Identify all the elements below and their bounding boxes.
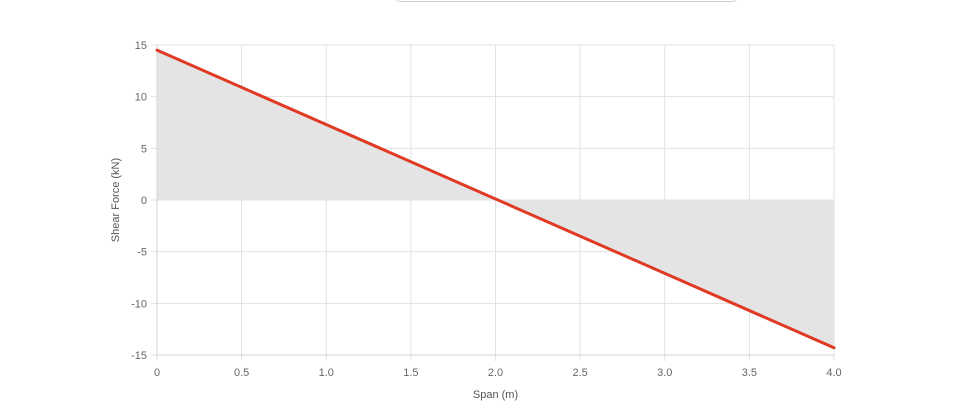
y-tick-label: 10	[135, 92, 147, 104]
x-tick-label: 2.0	[488, 367, 503, 379]
x-tick-label: 4.0	[826, 367, 841, 379]
shear-force-line	[155, 48, 836, 350]
x-tick-label: 1.5	[403, 367, 418, 379]
y-tick-label: -15	[131, 350, 147, 362]
x-tick-label: 0	[154, 367, 160, 379]
x-tick-label: 3.0	[657, 367, 672, 379]
x-tick-label: 3.5	[742, 367, 757, 379]
x-tick-label: 1.0	[319, 367, 334, 379]
y-axis-title: Shear Force (kN)	[110, 158, 122, 242]
y-tick-label: -10	[131, 298, 147, 310]
y-tick-label: -5	[137, 247, 147, 259]
x-axis-title: Span (m)	[473, 389, 518, 401]
x-tick-label: 0.5	[234, 367, 249, 379]
y-tick-label: 15	[135, 40, 147, 52]
y-tick-label: 0	[141, 195, 147, 207]
y-tick-label: 5	[141, 143, 147, 155]
x-tick-label: 2.5	[572, 367, 587, 379]
